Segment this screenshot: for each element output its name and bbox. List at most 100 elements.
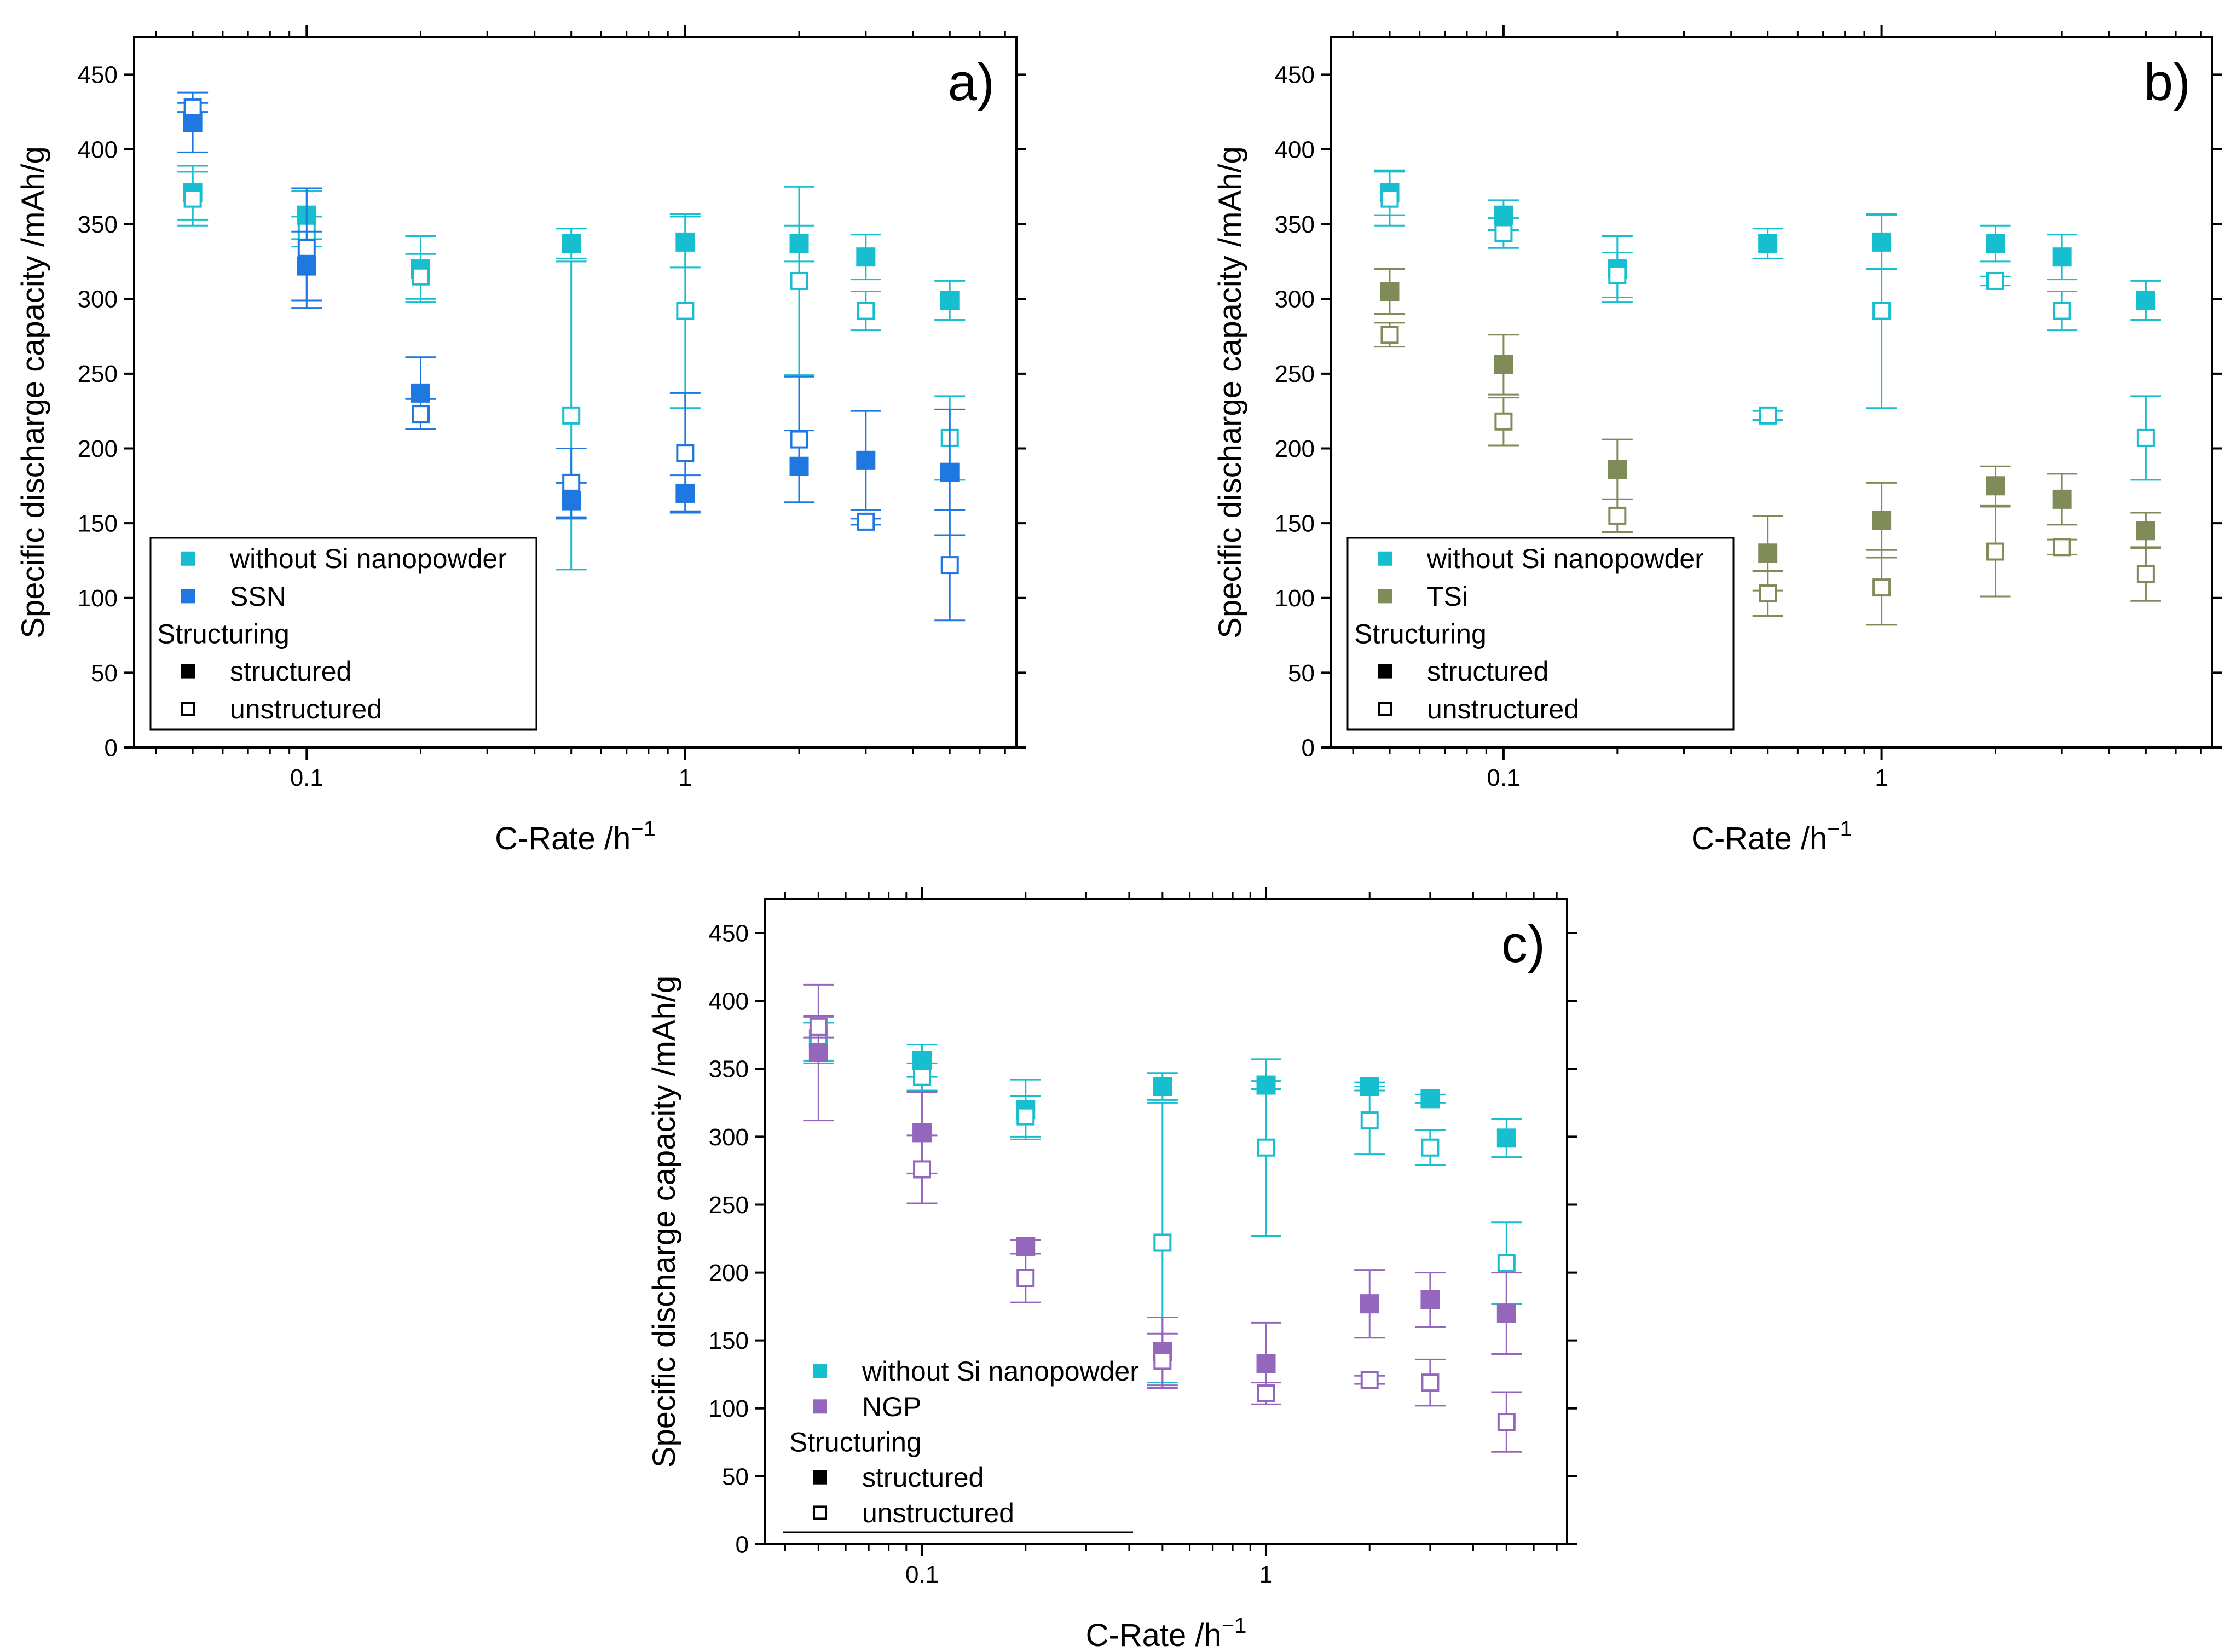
panel-c-xtick-label: 1 (1259, 1561, 1273, 1588)
panel-b-point-structured (1380, 282, 1400, 302)
panel-c-ytick-label: 200 (709, 1260, 749, 1286)
panel-a-point-structured (940, 291, 960, 310)
panel-a-point-structured (562, 234, 581, 253)
panel-c-ytick-label: 50 (722, 1463, 749, 1490)
panel-a: 0 50 100 150 200 250 300 350 400 450 0.1 1 C-Rate /h… (15, 25, 1026, 856)
panel-b-ytick-label: 350 (1275, 211, 1315, 238)
panel-b-point-structured (1608, 460, 1627, 479)
panel-a-point-unstructured (676, 444, 695, 462)
panel-b-legend-entry-material: TSi (1427, 581, 1468, 612)
panel-b-series-3 (1374, 322, 2161, 626)
panel-b-series-2 (1374, 268, 2161, 592)
panel-c-point-unstructured (1153, 1352, 1172, 1370)
panel-b-point-unstructured (1494, 412, 1513, 431)
panel-b-point-structured (1986, 234, 2005, 253)
panel-c-point-structured (1360, 1294, 1379, 1314)
panel-a-point-unstructured (297, 239, 316, 257)
panel-c-legend-title-structuring: Structuring (789, 1427, 922, 1458)
panel-c-point-structured (1256, 1354, 1276, 1373)
panel-a-ytick-label: 400 (78, 136, 118, 163)
panel-c-ytick-label: 350 (709, 1056, 749, 1083)
panel-b-point-structured (2052, 489, 2072, 509)
panel-a-ytick-label: 350 (78, 211, 118, 238)
panel-c-point-unstructured (913, 1068, 932, 1086)
panel-a-legend-symbol-open (181, 702, 195, 716)
panel-b-legend-symbol-filled (1378, 589, 1392, 604)
panel-a-point-unstructured (790, 430, 808, 449)
panel-b-point-structured (1758, 543, 1778, 563)
panel-a-legend-box (149, 537, 537, 731)
panel-b-point-unstructured (1986, 542, 2005, 561)
panel-b-point-unstructured (1608, 506, 1627, 525)
panel-c-point-unstructured (1016, 1107, 1035, 1126)
panel-a-legend-symbol-filled (181, 589, 195, 604)
panel-a-xtick-label: 0.1 (290, 764, 323, 791)
panel-b-point-structured (1872, 511, 1892, 530)
panel-a-letter: a) (948, 53, 995, 112)
panel-a-plot-frame (133, 36, 1018, 749)
panel-c-point-unstructured (1421, 1373, 1440, 1392)
panel-c-series-3 (803, 1015, 1522, 1453)
panel-a-y-axis-label: Specific discharge capacity /mAh/g (15, 146, 51, 638)
panel-a-legend-entry-material: SSN (230, 581, 286, 612)
panel-a-ytick-label: 0 (105, 734, 118, 761)
panel-b-legend-title-structuring: Structuring (1354, 619, 1487, 650)
panel-b-ytick-label: 0 (1302, 734, 1315, 761)
panel-b-point-unstructured (2136, 428, 2155, 447)
panel-b: 0 50 100 150 200 250 300 350 400 450 0.1 1 C-Rate /h… (1212, 25, 2222, 856)
panel-b-legend-symbol-open (1378, 702, 1392, 716)
panel-a-point-unstructured (857, 512, 875, 531)
panel-b-xtick-label: 1 (1875, 764, 1888, 791)
panel-b-legend-entry-unstructured: unstructured (1427, 694, 1579, 724)
panel-a-ytick-label: 450 (78, 62, 118, 89)
panel-c-point-unstructured (1257, 1384, 1275, 1402)
panel-c-ytick-label: 400 (709, 988, 749, 1015)
panel-b-y-axis-label: Specific discharge capacity /mAh/g (1212, 146, 1248, 638)
panel-c-legend-entry-unstructured: unstructured (862, 1498, 1014, 1528)
panel-a-point-unstructured (857, 302, 875, 320)
panel-c-plot-frame (764, 898, 1568, 1545)
panel-a-legend-entry-structured: structured (230, 656, 351, 687)
panel-c-point-unstructured (1016, 1269, 1035, 1288)
panel-c: 0 50 100 150 200 250 300 350 400 450 0.1 1 C-Rate /h… (646, 887, 1577, 1652)
panel-b-xtick-label: 0.1 (1487, 764, 1520, 791)
panel-c-point-unstructured (1153, 1233, 1172, 1252)
panel-a-ytick-label: 100 (78, 585, 118, 612)
panel-b-legend: without Si nanopowder TSi Structuring struc… (1346, 537, 1735, 731)
panel-a-point-structured (940, 462, 960, 482)
panel-c-legend: without Si nanopowder NGP Structuring struc… (783, 1356, 1139, 1533)
panel-a-point-unstructured (562, 406, 581, 425)
panel-b-ytick-label: 300 (1275, 286, 1315, 313)
panel-a-legend: without Si nanopowder SSN Structuring struc… (149, 537, 537, 731)
panel-a-point-unstructured (411, 267, 430, 286)
panel-c-legend-symbol-filled (813, 1364, 827, 1378)
panel-a-ytick-label: 50 (91, 660, 118, 687)
panel-a-point-unstructured (562, 473, 581, 492)
panel-c-ytick-label: 300 (709, 1124, 749, 1151)
panel-b-point-unstructured (1759, 406, 1777, 425)
panel-a-ytick-label: 300 (78, 286, 118, 313)
panel-b-point-structured (1758, 234, 1778, 253)
panel-a-point-structured (856, 450, 876, 470)
panel-c-legend-symbol-open (813, 1505, 827, 1520)
panel-c-point-unstructured (1360, 1371, 1379, 1389)
panel-a-x-axis-label: C-Rate /h−1 (495, 817, 656, 856)
panel-b-point-structured (2052, 247, 2072, 267)
panel-b-point-structured (1986, 476, 2005, 496)
panel-b-ytick-label: 450 (1275, 62, 1315, 89)
panel-b-ytick-label: 50 (1288, 660, 1315, 687)
panel-b-ytick-label: 100 (1275, 585, 1315, 612)
panel-b-point-unstructured (1986, 271, 2005, 290)
panel-a-legend-symbol-filled (181, 551, 195, 566)
panel-c-point-unstructured (1497, 1413, 1516, 1431)
panel-c-point-unstructured (1421, 1138, 1440, 1157)
panel-b-point-unstructured (1872, 578, 1891, 597)
panel-b-x-axis-label: C-Rate /h−1 (1691, 817, 1852, 856)
panel-b-point-unstructured (1759, 584, 1777, 603)
panel-c-ytick-label: 0 (736, 1531, 749, 1558)
panel-c-y-axis-label: Specific discharge capacity /mAh/g (646, 976, 682, 1468)
panel-a-point-unstructured (676, 302, 695, 320)
panel-c-letter: c) (1501, 915, 1545, 973)
panel-a-point-unstructured (183, 189, 202, 208)
